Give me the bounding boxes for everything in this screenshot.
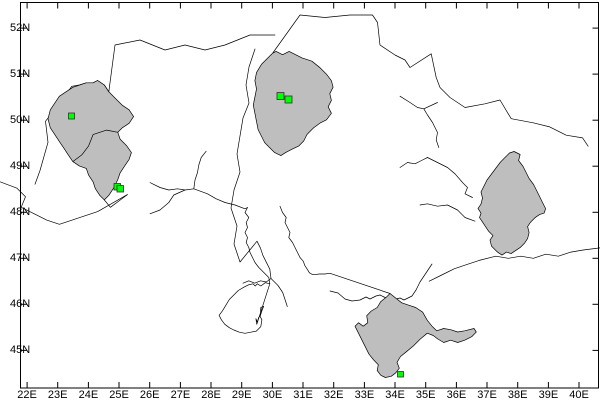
svg-text:39E: 39E: [539, 389, 559, 400]
svg-text:25E: 25E: [109, 389, 129, 400]
svg-text:22E: 22E: [17, 389, 37, 400]
svg-text:31E: 31E: [293, 389, 313, 400]
svg-text:40E: 40E: [569, 389, 589, 400]
svg-text:26E: 26E: [140, 389, 160, 400]
svg-text:46N: 46N: [10, 298, 30, 310]
svg-text:45N: 45N: [10, 344, 30, 356]
svg-text:48N: 48N: [10, 206, 30, 218]
svg-text:28E: 28E: [201, 389, 221, 400]
svg-text:49N: 49N: [10, 160, 30, 172]
svg-text:36E: 36E: [447, 389, 467, 400]
svg-text:29E: 29E: [232, 389, 252, 400]
svg-text:23E: 23E: [48, 389, 68, 400]
svg-text:38E: 38E: [508, 389, 528, 400]
svg-text:51N: 51N: [10, 68, 30, 80]
svg-text:34E: 34E: [385, 389, 405, 400]
svg-text:50N: 50N: [10, 114, 30, 126]
svg-text:32E: 32E: [324, 389, 344, 400]
svg-text:47N: 47N: [10, 252, 30, 264]
svg-text:30E: 30E: [263, 389, 283, 400]
svg-text:37E: 37E: [477, 389, 497, 400]
svg-text:24E: 24E: [79, 389, 99, 400]
svg-text:52N: 52N: [10, 22, 30, 34]
svg-text:35E: 35E: [416, 389, 436, 400]
svg-text:33E: 33E: [355, 389, 375, 400]
svg-text:27E: 27E: [171, 389, 191, 400]
